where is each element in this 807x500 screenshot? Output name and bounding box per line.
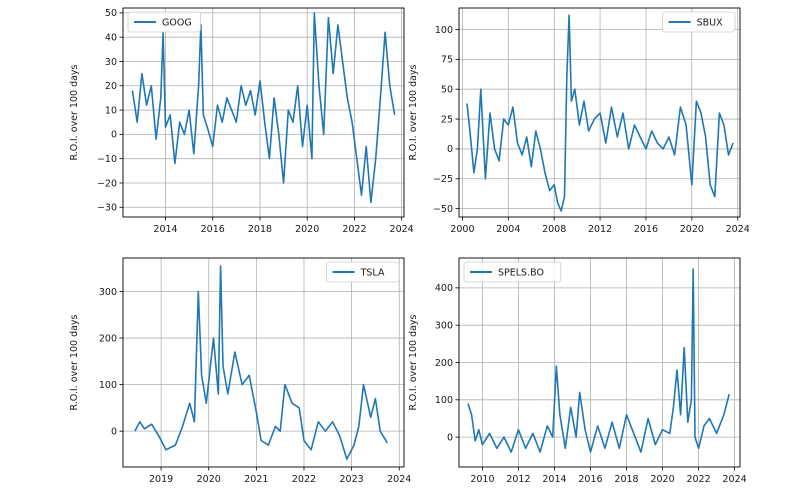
y-axis-label: R.O.I. over 100 days (69, 314, 80, 410)
x-tick-label: 2024 (723, 474, 747, 485)
y-tick-label: 20 (105, 81, 117, 92)
x-tick-label: 2020 (197, 474, 221, 485)
y-tick-label: 100 (435, 395, 453, 406)
subplot-1: 2000 2004 2008 2012 2016 2020 2024 −50 −25 0 25 50 7… (408, 7, 750, 235)
y-tick-label: 100 (99, 380, 117, 391)
axes-frame (122, 7, 405, 218)
legend: GOOG (127, 11, 201, 33)
y-axis-label: R.O.I. over 100 days (408, 314, 419, 410)
legend-label: SPELS.BO (498, 267, 544, 278)
y-tick-label: 300 (435, 320, 453, 331)
legend: TSLA (326, 261, 400, 283)
series-line-TSLA (134, 265, 388, 460)
x-tick-label: 2023 (340, 474, 364, 485)
x-tick-label: 2022 (686, 474, 710, 485)
y-tick-label: 100 (435, 25, 453, 36)
legend-label: SBUX (697, 17, 724, 28)
y-tick-label: 0 (111, 130, 117, 141)
y-tick-label: 40 (105, 32, 117, 43)
x-tick-label: 2004 (496, 224, 520, 235)
y-tick-label: 10 (105, 105, 117, 116)
legend-box (326, 261, 400, 283)
x-tick-label: 2014 (542, 474, 566, 485)
y-tick-label: 50 (441, 85, 453, 96)
x-tick-label: 2024 (726, 224, 750, 235)
axes-frame (122, 257, 405, 468)
legend-label: GOOG (162, 17, 192, 28)
y-tick-label: 0 (447, 432, 453, 443)
legend-box (662, 11, 736, 33)
x-tick-label: 2012 (588, 224, 612, 235)
x-tick-label: 2014 (153, 224, 177, 235)
legend: SBUX (662, 11, 736, 33)
x-tick-label: 2022 (292, 474, 316, 485)
subplot-3: 2010 2012 2014 2016 2018 2020 2022 2024 0 100 200 3… (408, 257, 747, 485)
x-tick-label: 2008 (542, 224, 566, 235)
legend: SPELS.BO (463, 261, 562, 283)
y-tick-label: 0 (447, 144, 453, 155)
y-tick-label: 50 (105, 8, 117, 19)
x-tick-label: 2018 (248, 224, 272, 235)
x-tick-label: 2024 (387, 474, 411, 485)
y-tick-label: −50 (433, 204, 453, 215)
series-line-SBUX (466, 14, 734, 212)
x-tick-label: 2024 (390, 224, 414, 235)
y-tick-label: 300 (99, 287, 117, 298)
y-axis-label: R.O.I. over 100 days (69, 64, 80, 160)
y-tick-label: 200 (435, 358, 453, 369)
x-tick-label: 2021 (244, 474, 268, 485)
y-tick-label: −20 (97, 178, 117, 189)
y-tick-label: −25 (433, 174, 453, 185)
y-tick-label: 200 (99, 333, 117, 344)
x-tick-label: 2020 (295, 224, 319, 235)
x-tick-label: 2016 (634, 224, 658, 235)
y-tick-label: 30 (105, 57, 117, 68)
y-tick-label: 75 (441, 55, 453, 66)
x-tick-label: 2018 (614, 474, 638, 485)
subplot-2: 2019 2020 2021 2022 2023 2024 0 100 200 300 R.O.I.… (69, 257, 411, 485)
axes-frame (458, 7, 741, 218)
series-line-SPELS.BO (467, 268, 730, 453)
legend-box (463, 261, 562, 283)
x-tick-label: 2016 (578, 474, 602, 485)
x-tick-label: 2010 (470, 474, 494, 485)
y-tick-label: −10 (97, 154, 117, 165)
y-tick-label: 400 (435, 283, 453, 294)
x-tick-label: 2020 (650, 474, 674, 485)
y-axis-label: R.O.I. over 100 days (408, 64, 419, 160)
x-tick-label: 2012 (506, 474, 530, 485)
x-tick-label: 2016 (201, 224, 225, 235)
x-tick-label: 2000 (450, 224, 474, 235)
x-tick-label: 2019 (149, 474, 173, 485)
series-line-GOOG (131, 12, 396, 204)
x-tick-label: 2020 (680, 224, 704, 235)
legend-box (127, 11, 201, 33)
legend-label: TSLA (360, 267, 385, 278)
y-tick-label: −30 (97, 203, 117, 214)
x-tick-label: 2022 (342, 224, 366, 235)
subplot-0: 2014 2016 2018 2020 2022 2024 −30 −20 −10 0 10 20 30… (69, 7, 414, 235)
y-tick-label: 0 (111, 426, 117, 437)
y-tick-label: 25 (441, 114, 453, 125)
